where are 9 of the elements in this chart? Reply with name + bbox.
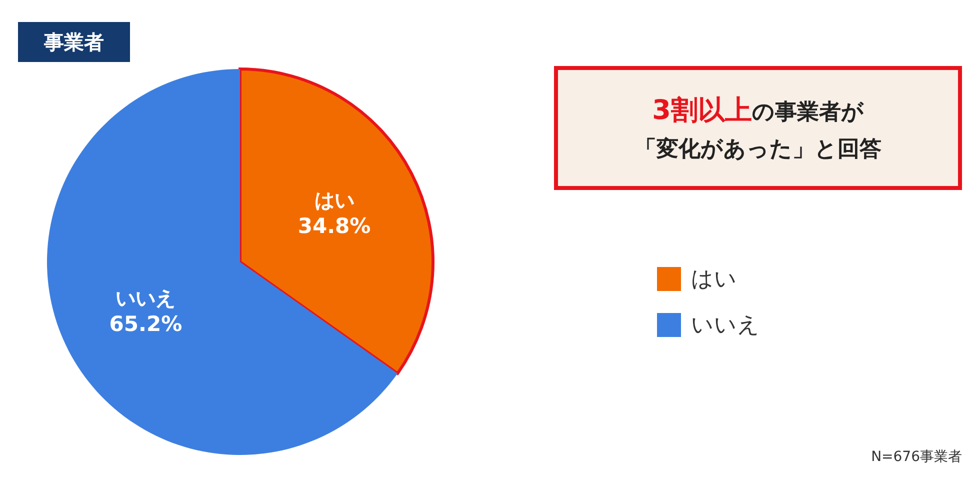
- legend-label: はい: [691, 266, 737, 294]
- chart-title: 事業者: [18, 22, 130, 62]
- text: N=676事業者: [871, 448, 962, 466]
- data-label: 65.2%: [109, 312, 182, 336]
- legend-label: いいえ: [691, 312, 760, 340]
- slice-label: はい: [314, 188, 354, 212]
- callout-box: 3割以上の事業者が 「変化があった」と回答: [554, 66, 962, 190]
- slice-label: いいえ: [116, 286, 176, 310]
- data-label: 34.8%: [298, 214, 371, 238]
